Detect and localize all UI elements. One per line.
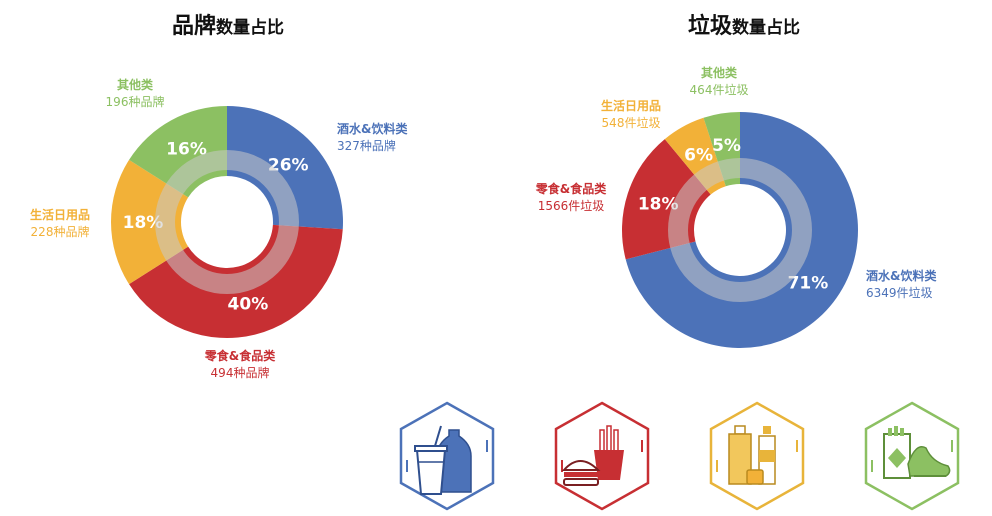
category-name-other: 其他类 — [701, 65, 738, 80]
category-detail-snacks: 1566件垃圾 — [538, 198, 605, 213]
chart-title-sub: 数量占比 — [216, 18, 285, 38]
category-name-snacks: 零食&食品类 — [535, 181, 607, 196]
chart-title-main: 品牌 — [172, 14, 217, 39]
drinks-category-icon — [399, 401, 495, 511]
pct-label-daily-goods: 18% — [123, 213, 164, 233]
category-name-drinks: 酒水&饮料类 — [337, 121, 408, 136]
category-icons-row — [395, 400, 985, 512]
pct-label-snacks: 40% — [228, 294, 269, 314]
daily-goods-category-icon — [709, 401, 805, 511]
chart-title-sub: 数量占比 — [732, 18, 801, 38]
slice-drinks — [227, 106, 343, 230]
other-category-icon — [864, 401, 960, 511]
category-detail-drinks: 327种品牌 — [337, 139, 396, 153]
chart-title-main: 垃圾 — [688, 14, 733, 39]
donut-chart-brands: 26% 酒水&饮料类 327种品牌 40% 零食&食品类 494种品牌 18% 生活日用品 22… — [30, 77, 408, 380]
pct-label-other: 16% — [166, 139, 207, 159]
category-name-snacks: 零食&食品类 — [204, 348, 276, 363]
inner-ring-overlay — [155, 150, 299, 294]
pct-label-drinks: 26% — [268, 155, 309, 175]
category-detail-snacks: 494种品牌 — [211, 366, 270, 380]
pct-label-drinks: 71% — [788, 274, 829, 294]
snacks-food-category-icon — [554, 401, 650, 511]
slice-snacks — [622, 139, 711, 260]
category-detail-drinks: 6349件垃圾 — [866, 285, 933, 300]
donut-chart-waste: 71% 酒水&饮料类 6349件垃圾 18% 零食&食品类 1566件垃圾 6% 生活日用品 5… — [535, 65, 937, 348]
chart-title-waste: 垃圾数量占比 — [688, 8, 800, 40]
pct-label-other: 5% — [712, 136, 741, 156]
slice-drinks — [625, 112, 859, 348]
category-name-other: 其他类 — [117, 77, 154, 92]
category-name-daily-goods: 生活日用品 — [601, 98, 661, 113]
inner-ring-overlay — [668, 158, 812, 302]
category-name-drinks: 酒水&饮料类 — [866, 268, 937, 283]
category-detail-daily-goods: 548件垃圾 — [602, 115, 661, 130]
category-detail-other: 464件垃圾 — [690, 82, 749, 97]
category-detail-daily-goods: 228种品牌 — [31, 225, 90, 239]
chart-title-brands: 品牌数量占比 — [172, 8, 284, 40]
category-detail-other: 196种品牌 — [106, 95, 165, 109]
pct-label-snacks: 18% — [638, 194, 679, 214]
pct-label-daily-goods: 6% — [684, 146, 713, 166]
category-name-daily-goods: 生活日用品 — [30, 207, 90, 222]
